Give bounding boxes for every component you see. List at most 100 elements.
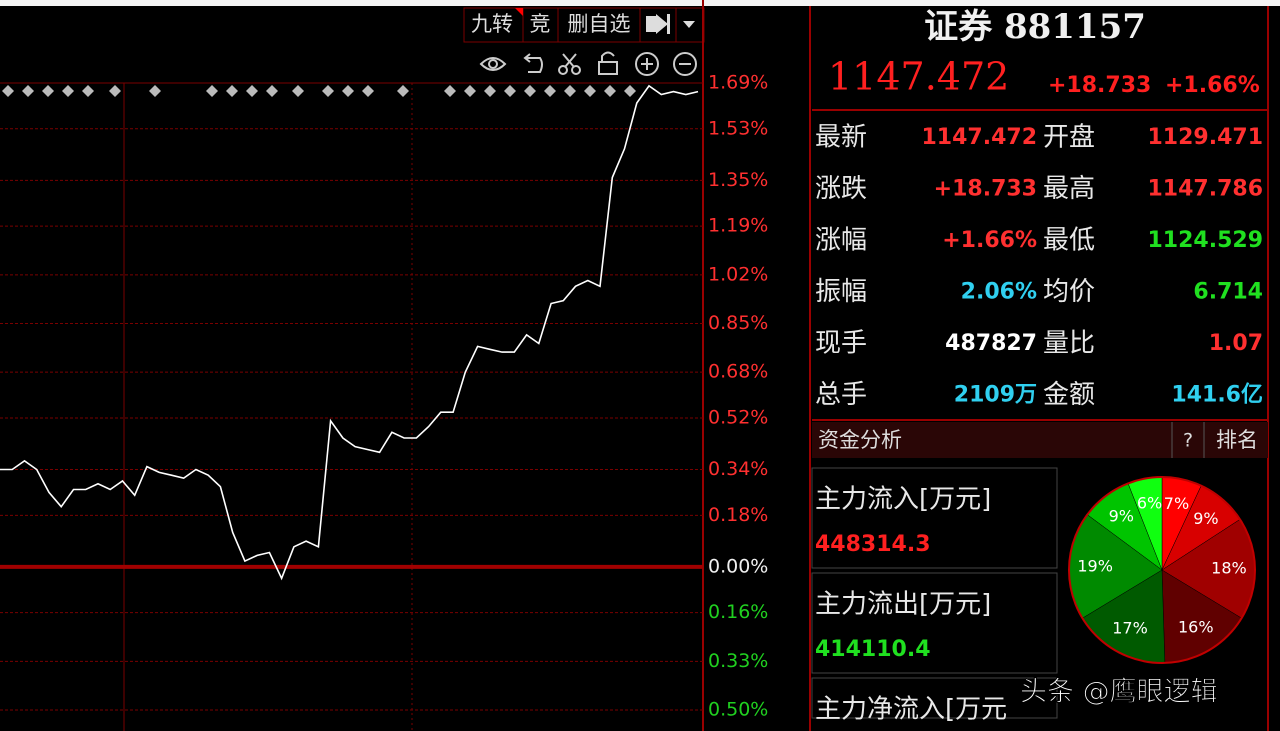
y-tick-label: 0.18% xyxy=(708,504,768,526)
event-marker xyxy=(2,85,14,97)
pie-chart: 7%9%18%16%17%19%9%6% xyxy=(1068,476,1256,664)
event-marker xyxy=(342,85,354,97)
fund-label: 主力净流入[万元 xyxy=(815,695,1007,725)
event-marker xyxy=(504,85,516,97)
y-tick-label: 1.53% xyxy=(708,117,768,139)
event-marker xyxy=(109,85,121,97)
stat-label: 涨跌 xyxy=(815,174,867,204)
fund-box xyxy=(811,467,1058,569)
stat-value: 2109万 xyxy=(954,383,1037,408)
toolbar-button[interactable]: 删自选 xyxy=(568,12,631,36)
stat-label: 最新 xyxy=(815,123,867,153)
undo-icon[interactable] xyxy=(523,53,543,73)
stats-table: 最新 1147.472 开盘 1129.471 涨跌 +18.733 最高 1147.786 涨… xyxy=(815,123,1263,411)
flag xyxy=(515,8,523,16)
stat-label: 涨幅 xyxy=(815,226,867,256)
stat-label: 振幅 xyxy=(815,277,867,307)
slice-label: 16% xyxy=(1178,617,1214,636)
event-marker xyxy=(22,85,34,97)
fund-title: 资金分析 xyxy=(818,428,902,452)
event-marker xyxy=(206,85,218,97)
slice-label: 17% xyxy=(1112,618,1148,637)
stat-value: +1.66% xyxy=(942,228,1037,253)
price: 1147.472 xyxy=(828,55,1009,99)
stat-value: 1147.786 xyxy=(1147,177,1263,202)
stat-label: 量比 xyxy=(1043,329,1095,359)
zoom-out-icon[interactable] xyxy=(673,52,697,76)
y-tick-label: 0.85% xyxy=(708,312,768,334)
lock-icon[interactable] xyxy=(598,51,618,75)
toolbar-button[interactable]: 九转 xyxy=(471,12,513,36)
stat-value: 487827 xyxy=(945,331,1037,356)
pie-rim xyxy=(1068,476,1256,664)
event-marker xyxy=(624,85,636,97)
slice-label: 18% xyxy=(1211,558,1247,577)
event-marker xyxy=(62,85,74,97)
stat-label: 均价 xyxy=(1043,277,1095,307)
rank-button[interactable]: 排名 xyxy=(1216,428,1258,452)
event-marker xyxy=(464,85,476,97)
dropdown-icon[interactable] xyxy=(683,21,695,28)
event-markers xyxy=(2,85,636,97)
y-tick-label: 0.34% xyxy=(708,458,768,480)
stat-value: 1147.472 xyxy=(921,125,1037,150)
fund-flow: 主力流入[万元] 448314.3 主力流出[万元] 414110.4 主力净流入[万元 xyxy=(811,467,1058,725)
slice-label: 6% xyxy=(1137,494,1162,513)
fund-label: 主力流入[万元] xyxy=(815,485,991,515)
event-marker xyxy=(322,85,334,97)
y-tick-label: 1.02% xyxy=(708,263,768,285)
fund-label: 主力流出[万元] xyxy=(815,590,991,620)
intraday-chart: 1.69% 1.53% 1.35% 1.19% 1.02% 0.85% 0.68% 0.52%… xyxy=(0,0,768,731)
slice-label: 7% xyxy=(1164,494,1189,513)
fund-value: 414110.4 xyxy=(815,637,931,662)
watermark: 头条 @鹰眼逻辑 xyxy=(1020,677,1218,708)
help-button[interactable]: ? xyxy=(1183,430,1193,452)
y-tick-label: 0.33% xyxy=(708,650,768,672)
zoom-in-icon[interactable] xyxy=(635,52,659,76)
y-tick-label: 1.35% xyxy=(708,169,768,191)
eye-icon[interactable] xyxy=(479,57,507,71)
event-marker xyxy=(266,85,278,97)
event-marker xyxy=(149,85,161,97)
stat-label: 总手 xyxy=(815,380,867,410)
slice-label: 9% xyxy=(1109,506,1134,525)
y-tick-label: 0.52% xyxy=(708,406,768,428)
pin-icon[interactable] xyxy=(646,14,670,34)
stat-label: 开盘 xyxy=(1043,123,1095,153)
y-tick-label: 0.00% xyxy=(708,555,768,577)
tool-icons xyxy=(479,51,697,76)
stat-value: 141.6亿 xyxy=(1171,383,1263,408)
y-tick-label: 1.69% xyxy=(708,72,768,94)
change: +18.733 xyxy=(1048,73,1151,98)
event-marker xyxy=(544,85,556,97)
cut-icon[interactable] xyxy=(558,53,581,75)
stat-value: 2.06% xyxy=(961,280,1037,305)
change-percent: +1.66% xyxy=(1165,73,1260,98)
event-marker xyxy=(42,85,54,97)
event-marker xyxy=(82,85,94,97)
top-strip xyxy=(0,0,1280,6)
stat-label: 最低 xyxy=(1043,226,1095,256)
stat-value: +18.733 xyxy=(934,177,1037,202)
slice-label: 19% xyxy=(1077,556,1113,575)
fund-value: 448314.3 xyxy=(815,532,931,557)
event-marker xyxy=(484,85,496,97)
stat-value: 1129.471 xyxy=(1147,125,1263,150)
y-tick-label: 0.50% xyxy=(708,699,768,721)
event-marker xyxy=(292,85,304,97)
stat-value: 1124.529 xyxy=(1147,228,1263,253)
event-marker xyxy=(604,85,616,97)
y-tick-label: 0.16% xyxy=(708,601,768,623)
toolbar-button[interactable]: 竞 xyxy=(530,12,551,36)
y-tick-label: 1.19% xyxy=(708,215,768,237)
fund-header xyxy=(812,422,1268,458)
y-tick-label: 0.68% xyxy=(708,361,768,383)
fund-box xyxy=(811,572,1058,674)
security-name: 证券 881157 xyxy=(924,7,1146,47)
stat-value: 1.07 xyxy=(1209,331,1263,356)
price-line xyxy=(0,84,699,581)
event-marker xyxy=(564,85,576,97)
